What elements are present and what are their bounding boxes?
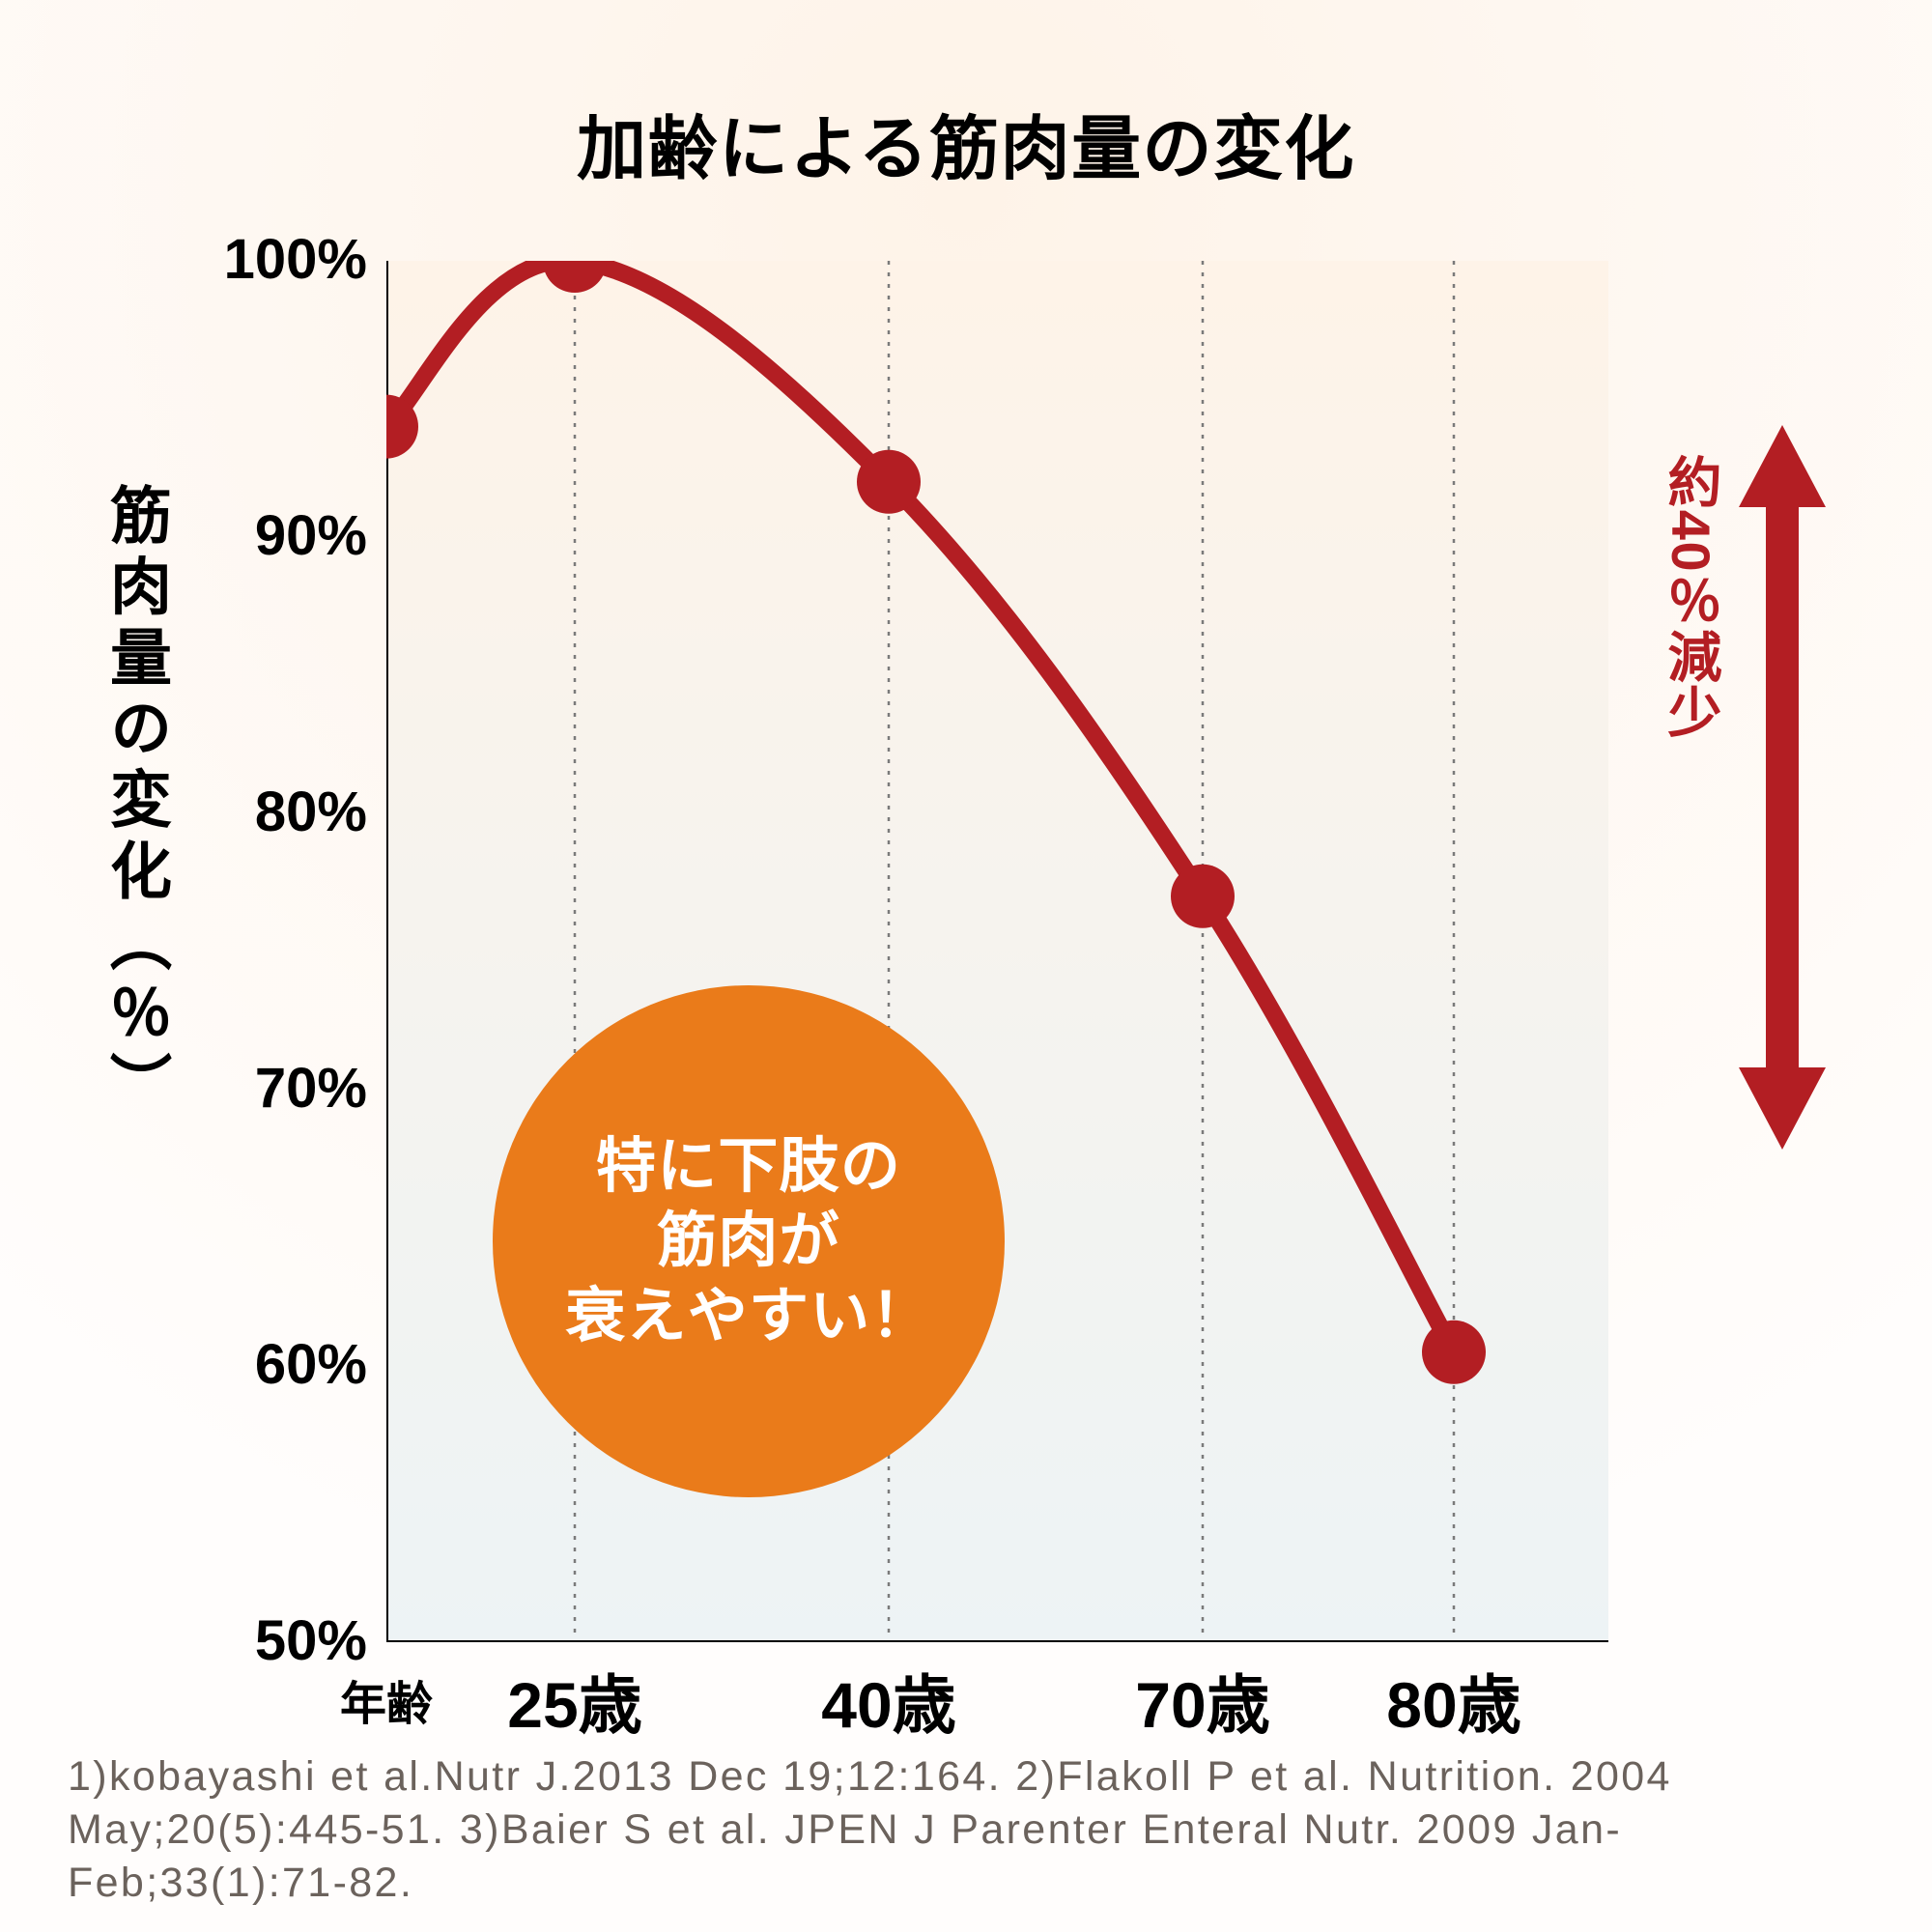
x-tick-label: 25歳	[469, 1654, 681, 1747]
y-tick-label: 90%	[193, 503, 367, 568]
x-tick-label: 80歳	[1348, 1654, 1560, 1747]
callout-circle: 特に下肢の 筋肉が 衰えやすい！	[493, 985, 1005, 1497]
reduction-arrow	[1729, 425, 1835, 1150]
x-axis-title: 年齢	[319, 1665, 454, 1733]
reduction-label: 約40％減少	[1652, 454, 1730, 740]
y-axis-title: 筋肉量の変化（％）	[92, 483, 181, 1122]
y-tick-label: 100%	[193, 227, 367, 292]
x-tick-label: 70歳	[1096, 1654, 1309, 1747]
y-tick-label: 70%	[193, 1056, 367, 1121]
callout-line3: 衰えやすい！	[565, 1283, 931, 1350]
plot-area	[386, 261, 1608, 1642]
y-tick-label: 50%	[193, 1608, 367, 1673]
reduction-number: 40	[1661, 510, 1721, 574]
callout-text: 特に下肢の 筋肉が 衰えやすい！	[565, 1129, 931, 1354]
y-tick-label: 80%	[193, 780, 367, 844]
reduction-suffix: 減少	[1661, 629, 1721, 740]
callout-line1: 特に下肢の	[596, 1133, 901, 1200]
x-tick-label: 40歳	[782, 1654, 995, 1747]
citation-text: 1)kobayashi et al.Nutr J.2013 Dec 19;12:…	[68, 1750, 1874, 1910]
reduction-prefix: 約	[1661, 454, 1721, 510]
chart-title: 加齢による筋肉量の変化	[454, 92, 1478, 193]
reduction-percent: ％	[1661, 573, 1721, 629]
y-tick-label: 60%	[193, 1332, 367, 1397]
callout-line2: 筋肉が	[657, 1208, 840, 1274]
chart-canvas: 加齢による筋肉量の変化 筋肉量の変化（％） 50% 60% 70% 80% 90% 100…	[0, 0, 1932, 1932]
